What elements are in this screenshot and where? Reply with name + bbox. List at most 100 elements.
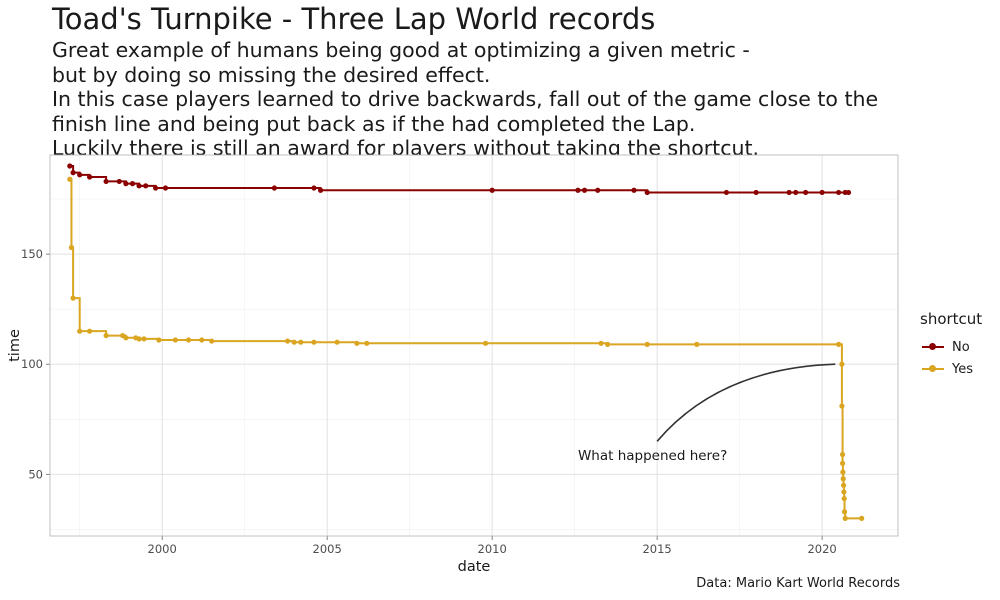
data-point [103,332,109,339]
x-tick-label: 2000 [148,542,177,556]
x-tick-label: 2010 [478,542,507,556]
subtitle-line: but by doing so missing the desired effe… [52,62,491,87]
data-point [605,341,611,347]
data-point [840,482,847,488]
data-point [67,163,73,169]
data-point [859,515,865,521]
data-point [489,187,495,193]
legend-key-no [920,340,946,354]
data-point [839,403,845,409]
subtitle-line: Great example of humans being good at op… [52,38,750,62]
data-point [284,338,291,344]
data-point [753,189,759,196]
x-tick-label: 2020 [807,542,836,556]
subtitle-line: finish line and being put back as if the… [52,111,696,136]
data-point [803,189,809,196]
x-tick-label: 2015 [642,542,671,556]
x-axis-title: date [458,559,491,575]
data-point [136,183,142,189]
data-point [129,181,136,187]
data-point [311,339,317,345]
data-point [70,295,76,301]
data-point [123,181,129,187]
data-point [141,336,147,342]
y-axis-title: time [7,329,23,362]
data-point [644,341,650,347]
data-source-caption: Data: Mario Kart World Records [696,576,900,591]
data-point [77,172,83,178]
data-point [185,337,192,343]
annotation-text: What happened here? [578,448,727,464]
data-point [644,189,650,196]
data-point [841,489,847,495]
data-point [162,185,169,191]
data-point [598,340,604,346]
data-point [819,189,825,196]
legend-key-yes [920,362,946,376]
data-point [354,340,360,346]
data-point [581,187,588,193]
x-tick-label: 2005 [313,542,342,556]
data-point [68,244,75,251]
data-point [631,187,637,193]
data-point [116,178,122,185]
series-yes [67,176,865,521]
legend-label-yes: Yes [952,361,973,377]
legend-label-no: No [952,339,970,355]
data-point [209,338,215,344]
data-point [291,339,297,345]
data-point [199,337,205,343]
data-point [694,341,700,347]
plot-border [49,154,899,537]
legend: shortcut No Yes [920,310,982,380]
data-point [143,183,149,189]
data-point [836,341,842,347]
y-tick-label: 100 [21,357,43,371]
data-point [839,460,846,466]
data-point [67,176,73,182]
data-point [103,178,109,185]
chart-title: Toad's Turnpike - Three Lap World record… [52,2,656,36]
data-point [841,495,847,502]
data-point [575,187,581,193]
data-point [842,515,848,521]
data-point [595,187,601,193]
series-no [67,163,852,196]
data-point [793,189,799,196]
data-point [271,185,277,191]
y-tick-label: 150 [21,247,43,261]
data-point [836,189,842,196]
data-point [334,339,340,345]
data-point [156,337,162,343]
data-point [136,336,142,342]
data-point [172,337,178,343]
data-point [364,340,370,346]
plot-panel [50,155,898,536]
data-point [123,335,129,341]
data-point [311,185,317,191]
data-point [77,328,83,334]
data-point [786,189,792,196]
data-point [723,189,730,196]
annotation-arrow [656,363,836,442]
subtitle-line: In this case players learned to drive ba… [52,87,879,111]
data-point [840,469,846,475]
legend-title: shortcut [920,310,983,328]
data-point [840,476,846,482]
data-point [839,361,845,367]
data-point [298,339,304,345]
legend-item-yes: Yes [920,358,982,380]
data-point [317,187,324,193]
data-point [86,174,93,180]
data-point [86,328,93,334]
legend-item-no: No [920,336,982,358]
chart-subtitle: Great example of humans being good at op… [52,38,878,161]
data-point [845,189,852,196]
data-point [839,451,846,458]
data-point [152,185,159,191]
data-point [482,340,489,346]
data-point [70,170,76,176]
y-tick-label: 50 [28,467,43,481]
data-point [841,509,848,515]
